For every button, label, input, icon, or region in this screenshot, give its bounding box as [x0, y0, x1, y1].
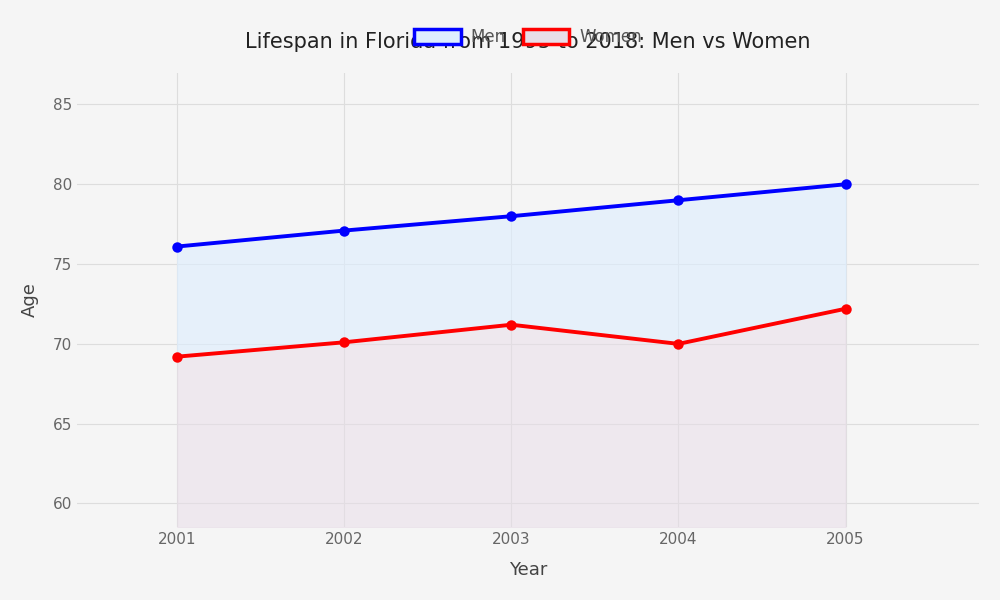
- Legend: Men, Women: Men, Women: [408, 22, 649, 53]
- X-axis label: Year: Year: [509, 561, 547, 579]
- Y-axis label: Age: Age: [21, 283, 39, 317]
- Title: Lifespan in Florida from 1995 to 2018: Men vs Women: Lifespan in Florida from 1995 to 2018: M…: [245, 32, 811, 52]
